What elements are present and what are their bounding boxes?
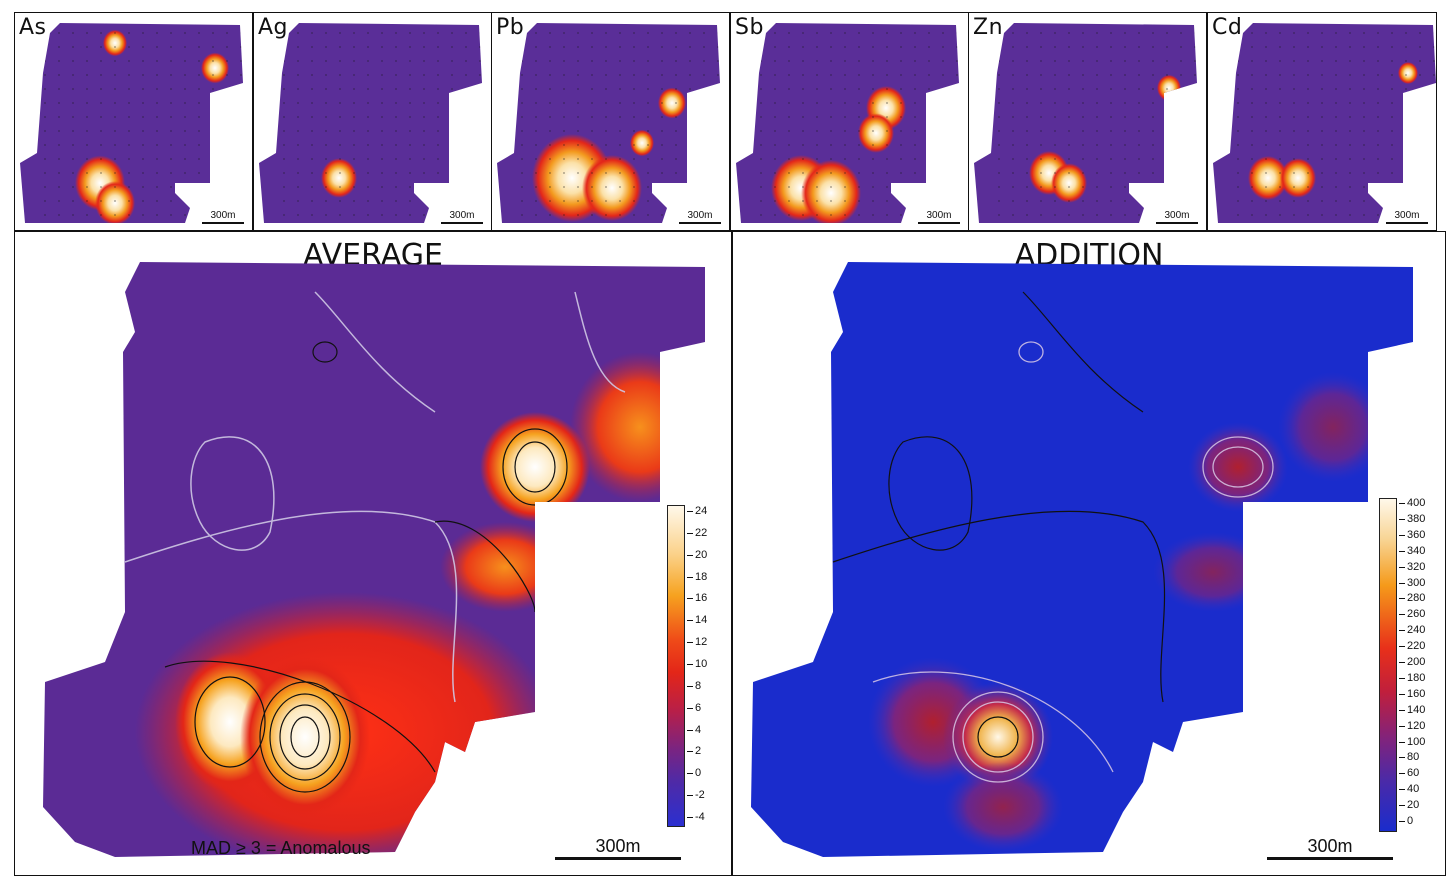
small-scale-bar: 300m xyxy=(202,210,244,224)
colorbar-tick: 200 xyxy=(1398,656,1426,668)
small-map-surface xyxy=(1213,23,1436,223)
element-label: Sb xyxy=(735,15,764,40)
colorbar-tick: 0 xyxy=(1398,815,1414,827)
colorbar-tick: 240 xyxy=(1398,624,1426,637)
colorbar-tick: 260 xyxy=(1398,608,1426,621)
element-label: Ag xyxy=(258,15,289,40)
colorbar-tick: 14 xyxy=(686,614,708,627)
colorbar-tick: 10 xyxy=(686,658,708,670)
colorbar-tick: 16 xyxy=(686,592,708,605)
element-label: Zn xyxy=(973,15,1004,40)
colorbar-tick: 340 xyxy=(1398,544,1426,557)
colorbar-tick: 8 xyxy=(686,679,702,692)
colorbar-tick: 12 xyxy=(686,636,708,649)
colorbar-tick: 2 xyxy=(686,745,702,758)
small-map-surface xyxy=(974,23,1197,223)
colorbar-tick: 80 xyxy=(1398,751,1420,764)
addition-panel: ADDITION xyxy=(732,231,1446,876)
addition-map xyxy=(751,262,1413,857)
colorbar-tick: -4 xyxy=(687,811,705,823)
small-map-as: As 300m xyxy=(14,12,253,231)
colorbar-tick: 220 xyxy=(1398,640,1426,653)
small-scale-bar: 300m xyxy=(441,210,483,224)
colorbar-tick: 400 xyxy=(1398,497,1426,509)
small-map-sb: Sb 300m xyxy=(730,12,969,231)
small-map-cd: Cd 300m xyxy=(1207,12,1437,231)
small-map-surface xyxy=(20,23,243,223)
colorbar-tick: 4 xyxy=(686,723,702,736)
colorbar-tick: 40 xyxy=(1398,783,1420,796)
average-map xyxy=(43,262,705,857)
small-scale-bar: 300m xyxy=(1386,210,1428,224)
colorbar-tick: 140 xyxy=(1398,703,1426,716)
small-scale-bar: 300m xyxy=(679,210,721,224)
colorbar-tick: 320 xyxy=(1398,560,1426,573)
average-colorbar xyxy=(667,505,685,827)
element-label: As xyxy=(19,15,47,40)
colorbar-tick: 6 xyxy=(686,701,702,714)
small-map-surface xyxy=(497,23,720,223)
colorbar-tick: 100 xyxy=(1398,735,1426,748)
small-map-surface xyxy=(259,23,482,223)
small-scale-bar: 300m xyxy=(1156,210,1198,224)
colorbar-tick: 18 xyxy=(686,570,708,583)
small-map-pb: Pb 300m xyxy=(491,12,730,231)
colorbar-tick: 24 xyxy=(686,505,708,517)
colorbar-tick: 60 xyxy=(1398,767,1420,780)
small-map-surface xyxy=(736,23,959,223)
colorbar-tick: 280 xyxy=(1398,592,1426,605)
colorbar-tick: 0 xyxy=(686,767,702,780)
colorbar-tick: 180 xyxy=(1398,671,1426,684)
element-label: Pb xyxy=(496,15,525,40)
colorbar-tick: 300 xyxy=(1398,576,1426,589)
addition-scale-label: 300m xyxy=(1307,836,1353,856)
addition-colorbar xyxy=(1379,498,1397,832)
colorbar-tick: 120 xyxy=(1398,719,1426,732)
colorbar-tick: 20 xyxy=(686,548,708,561)
anomalous-note: MAD ≥ 3 = Anomalous xyxy=(191,838,371,858)
addition-scale-bar: 300m xyxy=(1267,836,1393,860)
colorbar-tick: 160 xyxy=(1398,687,1426,700)
small-map-zn: Zn 300m xyxy=(968,12,1207,231)
average-scale-bar: 300m xyxy=(555,836,681,860)
colorbar-tick: 20 xyxy=(1398,799,1420,812)
colorbar-tick: 380 xyxy=(1398,512,1426,525)
small-scale-bar: 300m xyxy=(918,210,960,224)
small-map-ag: Ag 300m xyxy=(253,12,492,231)
colorbar-tick: 22 xyxy=(686,526,708,539)
colorbar-tick: 360 xyxy=(1398,528,1426,541)
colorbar-tick: -2 xyxy=(687,789,705,802)
average-scale-label: 300m xyxy=(595,836,641,856)
element-label: Cd xyxy=(1212,15,1243,40)
average-panel: AVERAGE xyxy=(14,231,732,876)
